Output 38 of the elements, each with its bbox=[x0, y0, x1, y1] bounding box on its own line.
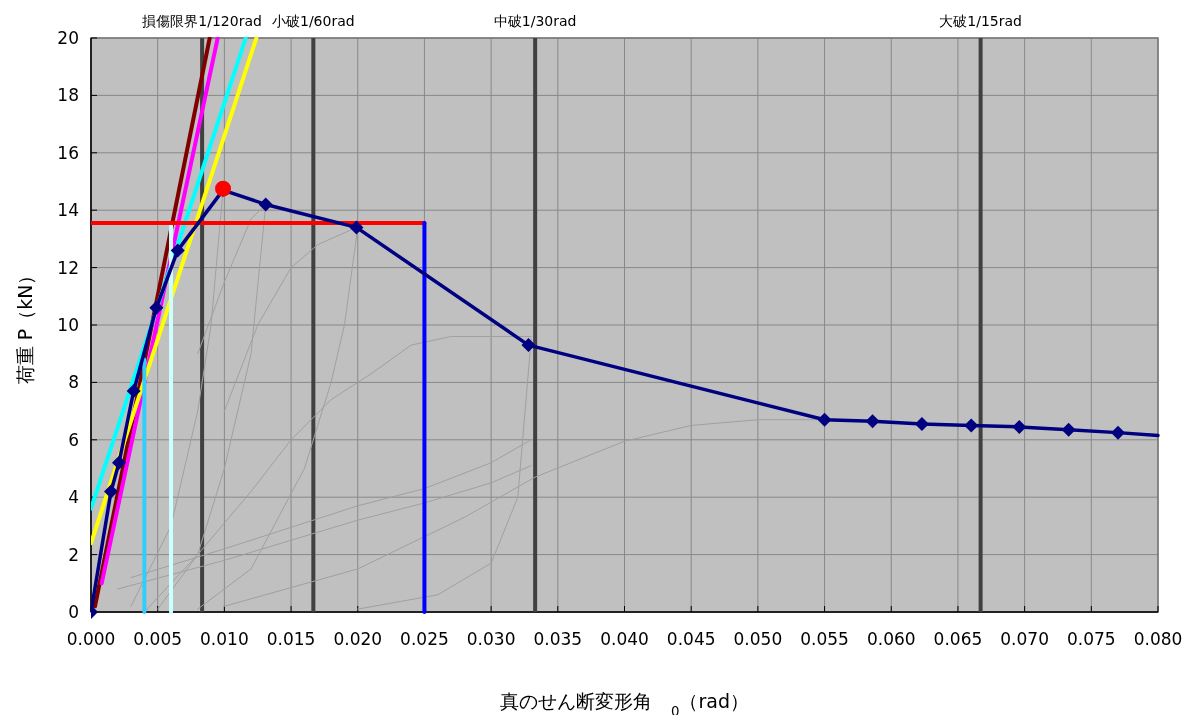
y-tick-label: 6 bbox=[68, 429, 79, 450]
y-tick-label: 2 bbox=[68, 544, 79, 565]
x-tick-label: 0.075 bbox=[1066, 629, 1116, 649]
x-tick-label: 0.020 bbox=[333, 629, 383, 649]
ref-line-label: 損傷限界1/120rad bbox=[142, 13, 262, 29]
y-tick-label: 4 bbox=[68, 487, 79, 508]
y-axis-title: 荷重 P（kN） bbox=[14, 265, 36, 385]
y-tick-label: 8 bbox=[68, 372, 79, 393]
y-tick-label: 0 bbox=[68, 602, 79, 622]
ref-line: 小破1/60rad bbox=[272, 13, 355, 612]
ref-line-label: 大破1/15rad bbox=[939, 13, 1022, 29]
x-tick-label: 0.000 bbox=[66, 629, 116, 649]
x-tick-label: 0.035 bbox=[533, 629, 583, 649]
y-tick-label: 16 bbox=[57, 142, 79, 163]
x-tick-label: 0.080 bbox=[1133, 629, 1183, 649]
ref-line-label: 中破1/30rad bbox=[493, 13, 577, 29]
y-tick-label: 10 bbox=[57, 315, 79, 335]
ref-line: 中破1/30rad bbox=[493, 13, 577, 612]
x-tick-label: 0.055 bbox=[800, 629, 849, 649]
x-tick-label: 0.050 bbox=[733, 629, 783, 649]
ref-line-label: 小破1/60rad bbox=[272, 13, 355, 29]
x-tick-label: 0.030 bbox=[466, 629, 516, 649]
x-tick-label: 0.040 bbox=[600, 629, 649, 649]
x-tick-label: 0.010 bbox=[200, 629, 249, 649]
y-tick-label: 12 bbox=[57, 257, 79, 278]
ref-line: 大破1/15rad bbox=[939, 13, 1022, 612]
x-tick-label: 0.045 bbox=[666, 629, 716, 649]
x-tick-label: 0.025 bbox=[400, 629, 449, 649]
x-tick-label: 0.015 bbox=[266, 629, 316, 649]
x-tick-label: 0.070 bbox=[1000, 629, 1049, 649]
ref-line: 損傷限界1/120rad bbox=[142, 13, 262, 612]
x-tick-label: 0.065 bbox=[933, 629, 983, 649]
x-axis-title: 真のせん断変形角 $_{0}$（rad） bbox=[500, 690, 749, 715]
x-tick-label: 0.060 bbox=[866, 629, 916, 649]
x-tick-label: 0.005 bbox=[133, 629, 183, 649]
y-tick-label: 18 bbox=[57, 85, 79, 106]
y-tick-label: 20 bbox=[57, 28, 79, 48]
y-tick-label: 14 bbox=[57, 200, 79, 221]
